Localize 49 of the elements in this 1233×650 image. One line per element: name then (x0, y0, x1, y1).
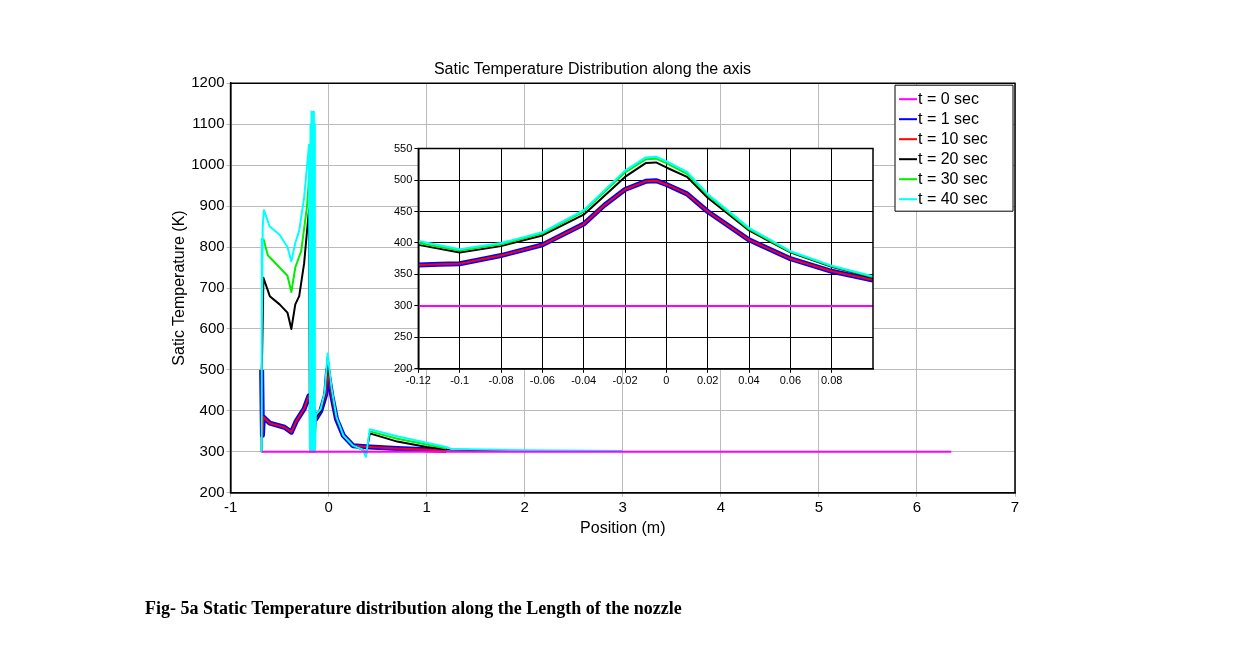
x-tick-label: 0 (324, 497, 333, 515)
legend-label: t = 0 sec (918, 89, 979, 107)
x-tick-label: 7 (1010, 497, 1020, 515)
legend-label: t = 20 sec (918, 149, 988, 167)
x-tick-label: 1 (422, 497, 431, 515)
x-tick-label: 0.08 (820, 374, 843, 387)
x-tick-label: -0.08 (488, 374, 514, 387)
y-tick-label: 300 (393, 298, 413, 311)
y-tick-label: 200 (393, 361, 413, 374)
x-tick-label: 0.02 (696, 374, 719, 387)
x-tick-label: -0.1 (450, 374, 470, 387)
y-axis-title: Satic Temperature (K) (170, 210, 188, 366)
y-tick-label: 1200 (191, 73, 225, 91)
y-tick-label: 1000 (191, 155, 225, 173)
x-tick-label: -0.02 (612, 374, 638, 387)
y-tick-label: 200 (199, 482, 225, 500)
x-axis-title: Position (m) (580, 518, 666, 536)
y-tick-label: 700 (199, 278, 225, 296)
x-tick-label: -1 (223, 497, 238, 515)
legend-label: t = 1 sec (918, 109, 979, 127)
y-tick-label: 250 (393, 330, 413, 343)
y-tick-label: 300 (199, 441, 225, 459)
y-tick-label: 500 (393, 173, 413, 186)
x-tick-label: 5 (814, 497, 824, 515)
x-tick-label: 4 (716, 497, 726, 515)
y-tick-label: 1100 (192, 114, 225, 132)
legend-label: t = 30 sec (918, 169, 988, 187)
x-tick-label: 3 (618, 497, 627, 515)
y-tick-label: 400 (199, 401, 225, 419)
text: Fig- 5a Static Temperature distribution along the Length of the nozzle (145, 598, 682, 619)
chart-title: Satic Temperature Distribution along the axis (433, 60, 752, 78)
x-tick-label: 6 (912, 497, 922, 515)
x-tick-label: -0.04 (571, 374, 597, 387)
x-tick-label: 2 (520, 497, 529, 515)
legend-label: t = 10 sec (918, 129, 988, 147)
x-tick-label: 0.06 (779, 374, 802, 387)
x-tick-label: -0.06 (529, 374, 555, 387)
y-tick-label: 450 (393, 204, 413, 217)
y-tick-label: 350 (393, 267, 413, 280)
y-tick-label: 550 (393, 141, 413, 154)
x-tick-label: 0.04 (738, 374, 760, 387)
x-tick-label: -0.12 (405, 374, 431, 387)
y-tick-label: 600 (199, 319, 225, 337)
x-tick-label: 0 (663, 374, 670, 387)
y-tick-label: 900 (199, 196, 225, 214)
legend-label: t = 40 sec (918, 189, 988, 207)
y-tick-label: 400 (393, 236, 413, 248)
y-tick-label: 800 (199, 237, 225, 255)
y-tick-label: 500 (199, 360, 225, 378)
